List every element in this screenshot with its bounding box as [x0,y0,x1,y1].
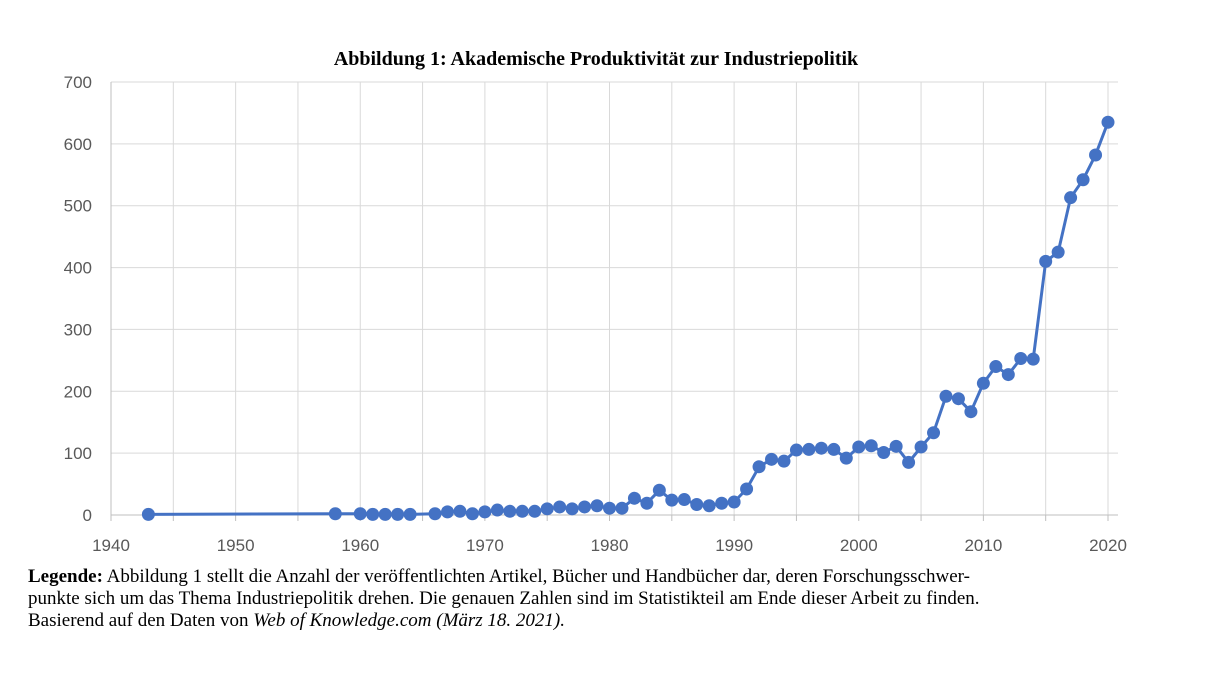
data-point [578,500,592,514]
chart-title: Abbildung 1: Akademische Produktivität z… [334,48,859,70]
tick-labels: 1940 1950 1960 1970 1980 1990 2000 2010 2020 0 100… [64,73,1127,555]
data-point [378,507,392,521]
caption-line-2: punkte sich um das Thema Industriepoliti… [28,588,980,609]
y-tick-label: 200 [64,382,92,401]
x-tick-label: 1950 [217,536,255,555]
data-point [453,504,467,518]
y-tick-label: 700 [64,73,92,92]
x-tick-label: 1970 [466,536,504,555]
data-point [503,504,517,518]
data-point [353,507,367,521]
y-tick-label: 0 [83,506,92,525]
data-point [814,441,828,455]
y-tick-label: 100 [64,444,92,463]
data-point [951,392,965,406]
data-point [603,501,616,515]
data-point [839,451,853,465]
data-point [490,503,504,517]
data-point [565,502,579,516]
data-point [765,452,779,466]
data-point [715,496,729,510]
data-point [141,507,155,521]
data-point [366,507,380,521]
y-tick-label: 300 [64,320,92,339]
data-point [391,507,405,521]
data-point [328,507,342,521]
x-tick-label: 2020 [1089,536,1127,555]
data-point [827,442,841,456]
data-point [528,504,542,518]
x-tick-label: 1940 [92,536,130,555]
data-point [789,443,803,457]
data-point [1051,245,1065,259]
y-tick-label: 500 [64,197,92,216]
y-tick-label: 400 [64,259,92,278]
figure-caption: Legende: Abbildung 1 stellt die Anzahl d… [28,566,1178,632]
data-point [465,507,479,521]
data-point [553,500,567,514]
series-line [148,121,1110,516]
data-point [964,405,978,419]
data-point [702,499,716,513]
data-point [440,505,454,519]
axes [110,82,1118,521]
data-point [540,502,554,516]
data-point [752,460,766,474]
data-point [727,495,741,509]
data-point [1089,148,1103,162]
y-tick-label: 600 [64,135,92,154]
data-point [914,440,928,454]
data-point [652,483,666,497]
data-point [1101,115,1115,129]
data-point [428,507,442,521]
x-tick-label: 2010 [964,536,1002,555]
data-point [740,482,754,496]
data-point [627,491,641,505]
caption-line-3: Basierend auf den Daten von [28,610,254,631]
x-tick-label: 1960 [341,536,379,555]
grid-lines [111,81,1118,515]
x-tick-label: 1990 [715,536,753,555]
data-point [889,439,903,453]
data-point [590,499,604,513]
data-point [665,493,679,507]
data-series [141,115,1115,521]
data-point [478,505,492,519]
caption-label: Legende: [28,566,103,587]
data-point [1001,368,1015,382]
x-tick-label: 2000 [840,536,878,555]
data-point [902,455,916,469]
data-point [1076,173,1090,187]
data-point [852,440,866,454]
data-point [690,497,704,511]
data-point [939,389,953,403]
data-point [927,426,941,440]
data-point [777,454,791,468]
data-point [989,360,1003,374]
data-point [515,504,529,518]
data-point [976,376,990,390]
data-point [877,446,891,460]
line-chart: Abbildung 1: Akademische Produktivität z… [64,48,1127,555]
data-point [1064,191,1078,205]
caption-source: Web of Knowledge.com (März 18. 2021). [253,610,566,631]
data-point [677,493,691,507]
x-tick-label: 1980 [591,536,629,555]
data-point [1026,352,1040,366]
data-point [403,507,417,521]
data-point [640,496,654,510]
data-point [1014,352,1028,366]
data-point [802,442,816,456]
data-point [615,501,629,515]
data-point [864,439,878,453]
data-point [1039,254,1053,268]
caption-line-1: Abbildung 1 stellt die Anzahl der veröff… [102,566,970,587]
